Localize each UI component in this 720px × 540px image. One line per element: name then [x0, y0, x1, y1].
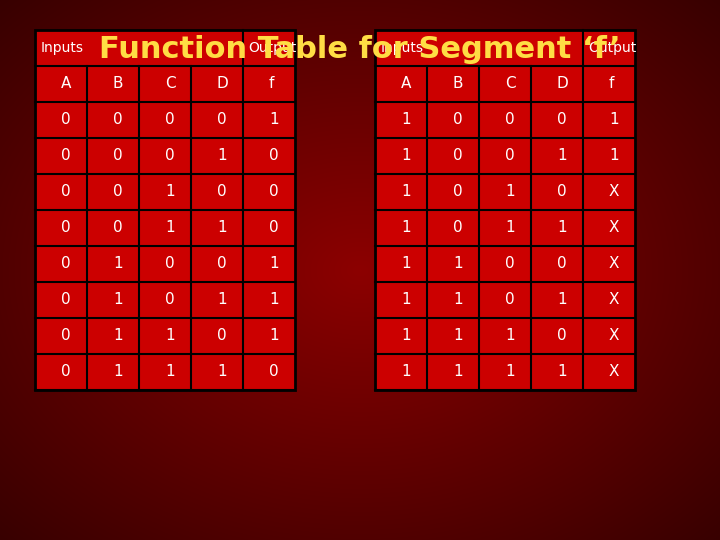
Text: 0: 0	[165, 148, 175, 164]
Text: 1: 1	[401, 364, 410, 380]
Text: 0: 0	[165, 293, 175, 307]
Text: 1: 1	[505, 364, 515, 380]
Text: 0: 0	[217, 185, 227, 199]
Text: 0: 0	[61, 364, 71, 380]
Text: 1: 1	[401, 148, 410, 164]
Text: Function Table for Segment ‘f’: Function Table for Segment ‘f’	[99, 36, 621, 64]
Text: f: f	[609, 77, 614, 91]
Text: f: f	[269, 77, 274, 91]
Text: 1: 1	[505, 185, 515, 199]
Text: 0: 0	[61, 185, 71, 199]
Text: 1: 1	[557, 293, 567, 307]
Text: 1: 1	[453, 293, 463, 307]
Text: 0: 0	[269, 185, 279, 199]
Text: 0: 0	[61, 293, 71, 307]
Text: D: D	[217, 77, 229, 91]
Text: X: X	[609, 293, 619, 307]
Text: 0: 0	[505, 112, 515, 127]
Text: A: A	[401, 77, 411, 91]
Text: 1: 1	[113, 364, 122, 380]
Text: 0: 0	[505, 293, 515, 307]
Text: 1: 1	[401, 185, 410, 199]
Text: X: X	[609, 220, 619, 235]
Text: 1: 1	[113, 256, 122, 272]
Text: 0: 0	[269, 364, 279, 380]
Text: 0: 0	[453, 148, 463, 164]
Text: 1: 1	[113, 328, 122, 343]
Text: B: B	[453, 77, 464, 91]
Text: 1: 1	[401, 256, 410, 272]
Bar	[35, 30, 295, 390]
Text: 0: 0	[557, 256, 567, 272]
Text: 0: 0	[165, 256, 175, 272]
Text: 0: 0	[269, 148, 279, 164]
Text: 1: 1	[453, 364, 463, 380]
Text: 0: 0	[557, 185, 567, 199]
Text: 1: 1	[165, 328, 175, 343]
Text: 0: 0	[217, 256, 227, 272]
Text: 1: 1	[217, 148, 227, 164]
Text: 1: 1	[217, 293, 227, 307]
Text: 0: 0	[113, 185, 122, 199]
Text: 0: 0	[505, 256, 515, 272]
Text: 1: 1	[165, 185, 175, 199]
Text: 1: 1	[453, 256, 463, 272]
Text: D: D	[557, 77, 569, 91]
Text: 0: 0	[453, 220, 463, 235]
Text: 0: 0	[165, 112, 175, 127]
Text: 1: 1	[165, 364, 175, 380]
Text: 1: 1	[269, 256, 279, 272]
Text: Output: Output	[248, 41, 296, 55]
Text: 0: 0	[61, 328, 71, 343]
Text: 0: 0	[557, 112, 567, 127]
Text: 1: 1	[557, 148, 567, 164]
Text: 0: 0	[61, 112, 71, 127]
Text: 0: 0	[557, 328, 567, 343]
Text: 1: 1	[269, 293, 279, 307]
Text: 1: 1	[217, 220, 227, 235]
Text: 1: 1	[269, 112, 279, 127]
Text: 0: 0	[269, 220, 279, 235]
Text: 1: 1	[557, 364, 567, 380]
Text: 0: 0	[217, 112, 227, 127]
Bar	[375, 30, 635, 390]
Text: 0: 0	[61, 148, 71, 164]
Text: 1: 1	[401, 112, 410, 127]
Text: 0: 0	[113, 220, 122, 235]
Text: 1: 1	[505, 328, 515, 343]
Text: 1: 1	[217, 364, 227, 380]
Text: 0: 0	[453, 185, 463, 199]
Text: 1: 1	[113, 293, 122, 307]
Text: X: X	[609, 328, 619, 343]
Text: 0: 0	[505, 148, 515, 164]
Text: 1: 1	[401, 220, 410, 235]
Text: 1: 1	[453, 328, 463, 343]
Text: B: B	[113, 77, 124, 91]
Text: A: A	[61, 77, 71, 91]
Text: 1: 1	[609, 148, 618, 164]
Text: 0: 0	[61, 220, 71, 235]
Text: C: C	[165, 77, 176, 91]
Text: 0: 0	[113, 112, 122, 127]
Text: 1: 1	[505, 220, 515, 235]
Text: 0: 0	[113, 148, 122, 164]
Text: 1: 1	[269, 328, 279, 343]
Text: 1: 1	[401, 328, 410, 343]
Text: X: X	[609, 364, 619, 380]
Text: X: X	[609, 256, 619, 272]
Text: 1: 1	[165, 220, 175, 235]
Text: C: C	[505, 77, 516, 91]
Text: 1: 1	[557, 220, 567, 235]
Text: 0: 0	[453, 112, 463, 127]
Text: Output: Output	[588, 41, 636, 55]
Text: 0: 0	[217, 328, 227, 343]
Text: Inputs: Inputs	[381, 41, 424, 55]
Text: 1: 1	[401, 293, 410, 307]
Text: 0: 0	[61, 256, 71, 272]
Text: 1: 1	[609, 112, 618, 127]
Text: X: X	[609, 185, 619, 199]
Text: Inputs: Inputs	[41, 41, 84, 55]
